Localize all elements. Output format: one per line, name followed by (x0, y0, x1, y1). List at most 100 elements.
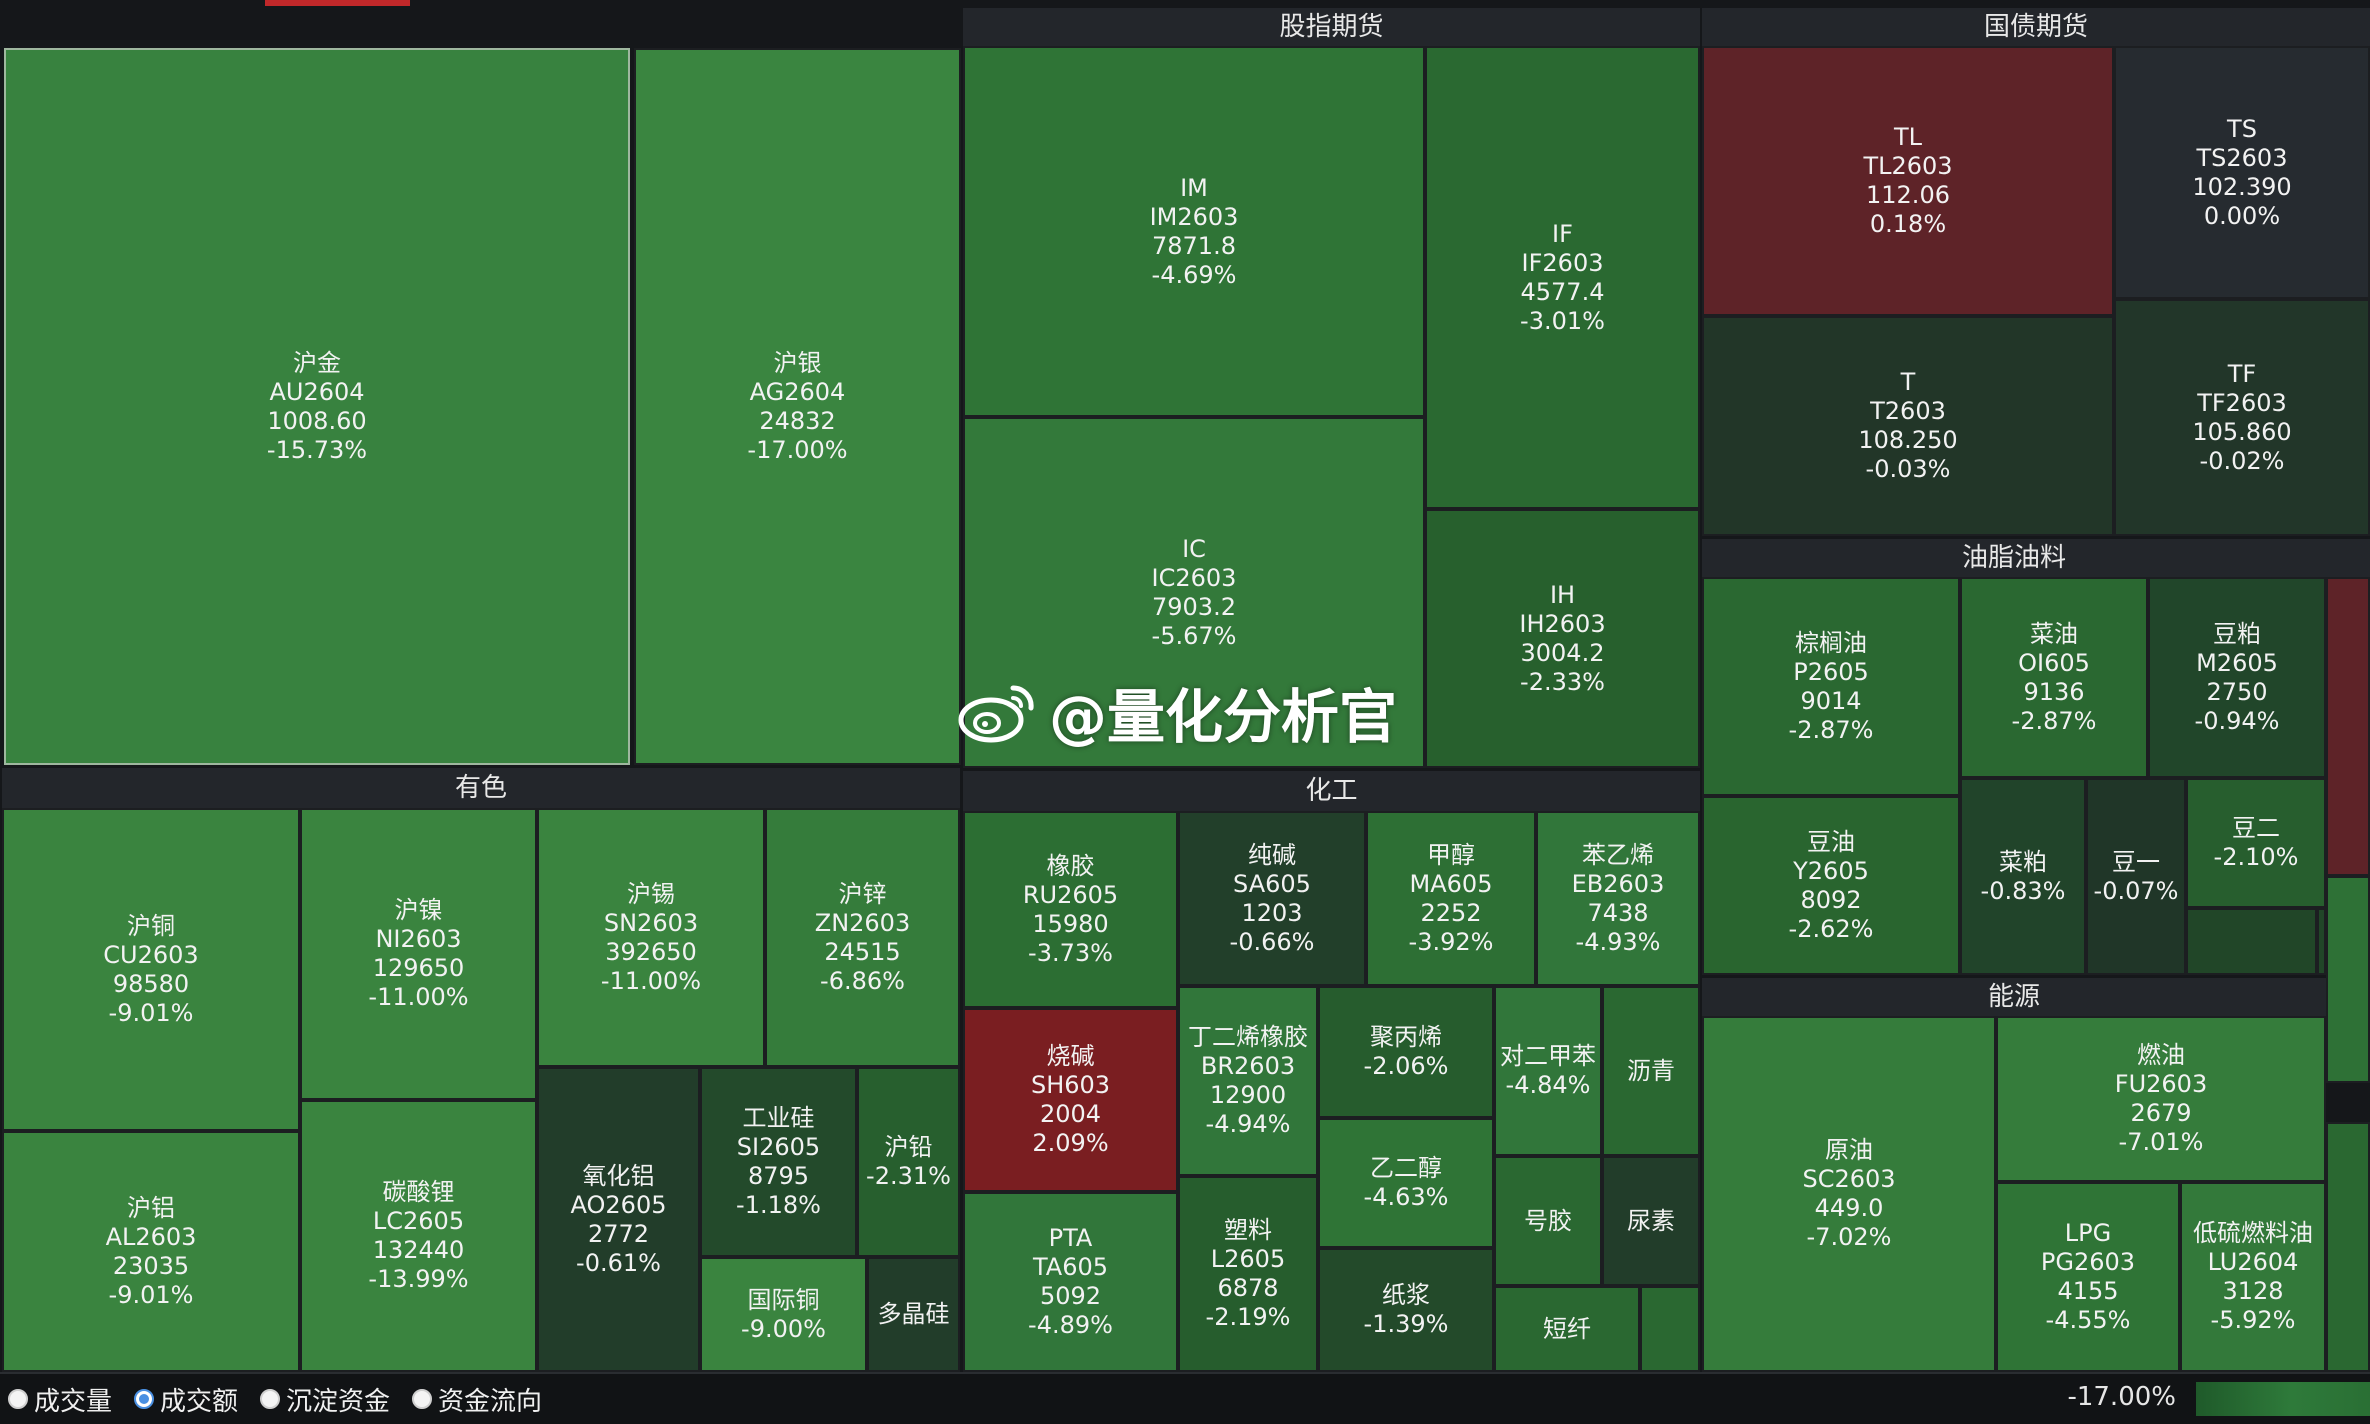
radio-unselected-icon[interactable] (8, 1389, 28, 1409)
contract-tile[interactable]: TF TF2603 105.860 -0.02% (2114, 299, 2370, 536)
radio-selected-icon[interactable] (134, 1389, 155, 1409)
tile-price: 2679 (2130, 1099, 2192, 1127)
tile-name: 沥青 (1627, 1056, 1675, 1085)
contract-tile[interactable]: TS TS2603 102.390 0.00% (2114, 46, 2370, 299)
tile-price: 3128 (2222, 1277, 2284, 1305)
contract-tile[interactable]: 棕榈油 P2605 9014 -2.87% (1702, 577, 1960, 796)
contract-tile[interactable]: 菜粕 -0.83% (1960, 778, 2086, 975)
contract-tile[interactable]: 纸浆 -1.39% (1318, 1248, 1494, 1372)
contract-tile[interactable]: 沪铝 AL2603 23035 -9.01% (2, 1131, 300, 1372)
tile-code: TS2603 (2196, 143, 2288, 172)
contract-tile[interactable]: IH IH2603 3004.2 -2.33% (1425, 509, 1700, 768)
contract-tile[interactable] (1640, 1286, 1700, 1372)
contract-tile[interactable]: 沪锌 ZN2603 24515 -6.86% (765, 808, 960, 1067)
contract-tile[interactable]: 尿素 (1602, 1156, 1700, 1286)
contract-tile[interactable]: 豆油 Y2605 8092 -2.62% (1702, 796, 1960, 975)
contract-tile[interactable]: 纯碱 SA605 1203 -0.66% (1178, 811, 1366, 986)
tile-change: -13.99% (368, 1265, 469, 1293)
contract-tile[interactable]: 丁二烯橡胶 BR2603 12900 -4.94% (1178, 986, 1318, 1176)
contract-tile[interactable]: 沪铅 -2.31% (857, 1067, 960, 1257)
contract-tile[interactable]: 低硫燃料油 LU2604 3128 -5.92% (2180, 1182, 2326, 1372)
contract-tile[interactable]: 沪铜 CU2603 98580 -9.01% (2, 808, 300, 1131)
color-legend-bar (2196, 1382, 2370, 1416)
tile-price: 449.0 (1814, 1194, 1884, 1222)
treemap: 沪金 AU2604 1008.60 -15.73% 沪银 AG2604 24832 -17.0… (2, 8, 2370, 1372)
metric-option[interactable]: 成交量 (8, 1381, 112, 1418)
contract-tile[interactable]: IM IM2603 7871.8 -4.69% (963, 46, 1425, 417)
tile-price: 102.390 (2192, 172, 2292, 201)
contract-tile[interactable]: T T2603 108.250 -0.03% (1702, 316, 2114, 536)
tile-price: 98580 (112, 969, 190, 998)
contract-tile[interactable]: 烧碱 SH603 2004 2.09% (963, 1008, 1178, 1192)
contract-tile[interactable]: 碳酸锂 LC2605 132440 -13.99% (300, 1100, 537, 1372)
contract-tile[interactable]: TL TL2603 112.06 0.18% (1702, 46, 2114, 316)
contract-tile[interactable]: 国际铜 -9.00% (700, 1257, 867, 1372)
tile-name: IM (1180, 173, 1208, 202)
tile-change: -4.63% (1363, 1183, 1449, 1211)
tile-code: AG2604 (749, 377, 846, 406)
tile-name: LPG (2064, 1219, 2112, 1247)
contract-tile[interactable]: 乙二醇 -4.63% (1318, 1118, 1494, 1248)
radio-unselected-icon[interactable] (260, 1389, 281, 1409)
contract-tile[interactable] (2326, 1122, 2370, 1372)
tile-change: -4.89% (1028, 1311, 1113, 1339)
tile-change: -0.66% (1229, 927, 1315, 956)
contract-tile[interactable]: 号胶 (1494, 1156, 1602, 1286)
contract-tile[interactable]: 多晶硅 (867, 1257, 960, 1372)
contract-tile[interactable]: 对二甲苯 -4.84% (1494, 986, 1602, 1156)
contract-tile[interactable]: 沥青 (1602, 986, 1700, 1156)
contract-tile[interactable]: 燃油 FU2603 2679 -7.01% (1996, 1016, 2326, 1182)
metric-option[interactable]: 成交额 (134, 1381, 238, 1418)
sector-header: 化工 (963, 771, 1700, 811)
contract-tile[interactable]: 橡胶 RU2605 15980 -3.73% (963, 811, 1178, 1008)
contract-tile[interactable]: 沪锡 SN2603 392650 -11.00% (537, 808, 765, 1067)
tile-name: 棕榈油 (1795, 628, 1867, 657)
tile-change: 0.00% (2203, 201, 2281, 230)
contract-tile[interactable]: 氧化铝 AO2605 2772 -0.61% (537, 1067, 700, 1372)
tile-name: 沪镍 (394, 896, 443, 924)
contract-tile[interactable]: 沪银 AG2604 24832 -17.00% (634, 48, 961, 765)
contract-tile[interactable]: PTA TA605 5092 -4.89% (963, 1192, 1178, 1372)
metric-option[interactable]: 沉淀资金 (260, 1381, 390, 1418)
contract-tile[interactable]: 菜油 OI605 9136 -2.87% (1960, 577, 2148, 778)
tile-code: TA605 (1032, 1253, 1109, 1281)
tile-change: -2.87% (2011, 706, 2097, 735)
contract-tile[interactable]: 豆粕 M2605 2750 -0.94% (2148, 577, 2326, 778)
tile-code: CU2603 (103, 940, 199, 969)
contract-tile[interactable]: IC IC2603 7903.2 -5.67% (963, 417, 1425, 768)
tile-price: 112.06 (1866, 181, 1950, 209)
legend-min-label: -17.00% (2067, 1382, 2176, 1412)
contract-tile[interactable]: 工业硅 SI2605 8795 -1.18% (700, 1067, 857, 1257)
contract-tile[interactable]: IF IF2603 4577.4 -3.01% (1425, 46, 1700, 509)
contract-tile[interactable]: LPG PG2603 4155 -4.55% (1996, 1182, 2180, 1372)
tile-change: -2.62% (1788, 914, 1874, 943)
contract-tile[interactable]: 短纤 (1494, 1286, 1640, 1372)
tile-code: IC2603 (1151, 563, 1237, 592)
tile-change: -7.02% (1806, 1223, 1892, 1251)
contract-tile[interactable]: 豆一 -0.07% (2086, 778, 2186, 975)
contract-tile[interactable]: 原油 SC2603 449.0 -7.02% (1702, 1016, 1996, 1372)
contract-tile[interactable]: 塑料 L2605 6878 -2.19% (1178, 1176, 1318, 1372)
tile-price: 4577.4 (1520, 277, 1605, 306)
contract-tile[interactable]: 苯乙烯 EB2603 7438 -4.93% (1536, 811, 1700, 986)
contract-tile[interactable] (2186, 908, 2317, 975)
contract-tile[interactable] (2317, 908, 2326, 975)
tile-name: 丁二烯橡胶 (1188, 1023, 1308, 1051)
radio-unselected-icon[interactable] (412, 1389, 433, 1409)
contract-tile[interactable]: 甲醇 MA605 2252 -3.92% (1366, 811, 1536, 986)
tile-code: BR2603 (1200, 1052, 1296, 1080)
tile-name: 沪锌 (838, 879, 887, 908)
tile-code: SN2603 (603, 908, 699, 937)
tile-name: 沪锡 (627, 879, 675, 908)
contract-tile[interactable]: 沪镍 NI2603 129650 -11.00% (300, 808, 537, 1100)
metric-option[interactable]: 资金流向 (412, 1381, 542, 1418)
tile-price: 2750 (2206, 677, 2268, 706)
tile-name: 豆二 (2232, 814, 2280, 842)
tile-price: 6878 (1217, 1274, 1279, 1302)
contract-tile[interactable]: 沪金 AU2604 1008.60 -15.73% (4, 48, 630, 765)
tile-price: 8092 (1800, 885, 1862, 914)
contract-tile[interactable] (2326, 876, 2370, 1083)
contract-tile[interactable] (2326, 577, 2370, 876)
contract-tile[interactable]: 聚丙烯 -2.06% (1318, 986, 1494, 1118)
contract-tile[interactable]: 豆二 -2.10% (2186, 778, 2326, 908)
